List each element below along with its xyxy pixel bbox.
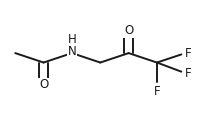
Text: F: F bbox=[185, 67, 192, 80]
Text: O: O bbox=[39, 78, 48, 91]
Text: F: F bbox=[185, 47, 192, 60]
Text: O: O bbox=[124, 24, 133, 37]
Text: H: H bbox=[68, 33, 76, 46]
Text: F: F bbox=[154, 85, 160, 98]
Text: N: N bbox=[68, 45, 76, 58]
